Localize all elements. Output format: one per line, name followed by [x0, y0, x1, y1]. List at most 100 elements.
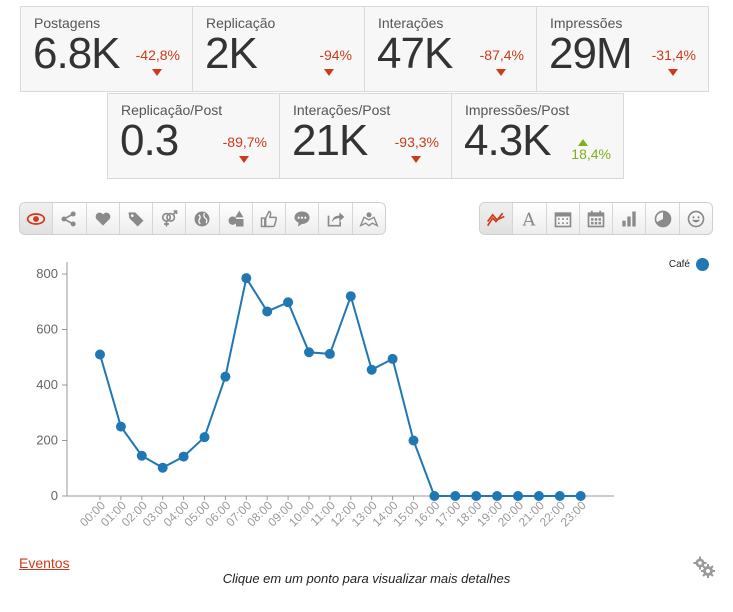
data-point[interactable] [283, 297, 294, 308]
stat-change: -89,7% [222, 134, 267, 150]
series-line [99, 275, 581, 497]
metric-toolbar [19, 202, 386, 235]
arrow-down-icon [152, 69, 162, 76]
stat-card: Postagens 6.8K -42,8% [20, 6, 193, 92]
forward-icon [326, 209, 346, 229]
tag-icon [126, 209, 146, 229]
map-button[interactable] [353, 203, 385, 234]
data-point[interactable] [492, 491, 503, 501]
arrow-down-icon [324, 69, 334, 76]
stat-value: 6.8K [33, 29, 121, 78]
stat-label: Postagens [34, 15, 101, 31]
stat-value: 2K [205, 29, 258, 78]
legend-dot[interactable] [696, 258, 709, 271]
calendar-grid-icon [586, 209, 606, 229]
chart-legend: Café [669, 258, 709, 271]
calendar-grid-button[interactable] [580, 203, 614, 234]
stat-label: Replicação/Post [121, 102, 223, 118]
data-point[interactable] [450, 491, 461, 501]
arrow-down-icon [496, 69, 506, 76]
stat-change: -31,4% [651, 47, 696, 63]
y-tick-label: 0 [51, 488, 58, 503]
stat-value: 29M [549, 29, 633, 78]
data-point[interactable] [136, 450, 147, 461]
data-point[interactable] [262, 306, 273, 317]
data-point[interactable] [157, 462, 168, 473]
data-point[interactable] [387, 353, 398, 364]
line-chart-button[interactable] [480, 203, 514, 234]
stat-card: Replicação/Post 0.3 -89,7% [107, 93, 280, 179]
data-point[interactable] [513, 491, 523, 501]
stat-card: Interações/Post 21K -93,3% [279, 93, 452, 179]
stat-change: 18,4% [571, 146, 611, 162]
data-point[interactable] [429, 491, 440, 501]
map-icon [359, 209, 379, 229]
data-point[interactable] [304, 347, 314, 358]
text-button[interactable]: A [513, 203, 547, 234]
shapes-button[interactable] [220, 203, 253, 234]
stat-change: -94% [319, 47, 352, 63]
bar-chart-icon [619, 209, 639, 229]
pie-chart-icon [653, 209, 673, 229]
forward-button[interactable] [319, 203, 353, 234]
calendar-button[interactable] [547, 203, 580, 234]
data-point[interactable] [95, 349, 105, 360]
data-point[interactable] [533, 491, 544, 501]
stat-card: Impressões 29M -31,4% [536, 6, 709, 92]
data-point[interactable] [324, 348, 335, 359]
stat-value: 0.3 [120, 116, 179, 165]
gender-button[interactable] [153, 203, 187, 234]
stat-value: 21K [292, 116, 368, 165]
stat-card: Replicação 2K -94% [192, 6, 365, 92]
line-chart-icon [486, 209, 506, 229]
chat-button[interactable] [286, 203, 320, 234]
data-point[interactable] [115, 421, 126, 432]
y-tick-label: 200 [36, 433, 58, 448]
data-point[interactable] [366, 364, 377, 375]
y-tick-label: 600 [36, 322, 58, 337]
tag-button[interactable] [120, 203, 154, 234]
pie-chart-button[interactable] [646, 203, 680, 234]
arrow-down-icon [668, 69, 678, 76]
stat-card: Impressões/Post 4.3K 18,4% [451, 93, 624, 179]
arrow-down-icon [411, 156, 421, 163]
stats-row-1: Postagens 6.8K -42,8% Replicação 2K -94% Inter… [20, 6, 709, 92]
eye-button[interactable] [20, 203, 54, 234]
data-point[interactable] [554, 491, 565, 501]
stat-value: 4.3K [464, 116, 552, 165]
smiley-icon [686, 209, 706, 229]
arrow-down-icon [239, 156, 249, 163]
stat-label: Replicação [206, 15, 276, 31]
events-link[interactable]: Eventos [19, 555, 70, 571]
chart-hint: Clique em um ponto para visualizar mais … [222, 571, 511, 586]
svg-text:A: A [522, 210, 536, 228]
thumbs-up-icon [259, 209, 279, 229]
y-tick-label: 800 [36, 266, 58, 281]
data-point[interactable] [241, 273, 252, 284]
stat-label: Interações [378, 15, 444, 31]
eye-icon [26, 209, 46, 229]
arrow-up-icon [578, 139, 588, 146]
data-point[interactable] [408, 435, 419, 446]
data-point[interactable] [178, 451, 189, 462]
legend-label: Café [668, 259, 690, 270]
bar-chart-button[interactable] [613, 203, 647, 234]
text-icon: A [519, 209, 539, 228]
data-point[interactable] [471, 491, 482, 501]
heart-button[interactable] [87, 203, 120, 234]
settings-gear-icon[interactable] [692, 555, 716, 579]
globe-button[interactable] [186, 203, 220, 234]
data-point[interactable] [575, 491, 586, 501]
share-icon [59, 209, 79, 229]
thumbs-up-button[interactable] [253, 203, 287, 234]
data-point[interactable] [199, 432, 210, 443]
smiley-button[interactable] [680, 203, 712, 234]
globe-icon [192, 209, 212, 229]
data-point[interactable] [345, 291, 356, 302]
gender-icon [159, 209, 179, 229]
stat-change: -87,4% [479, 47, 524, 63]
chat-icon [292, 209, 312, 229]
data-point[interactable] [220, 371, 231, 382]
share-button[interactable] [53, 203, 87, 234]
heart-icon [93, 209, 113, 229]
